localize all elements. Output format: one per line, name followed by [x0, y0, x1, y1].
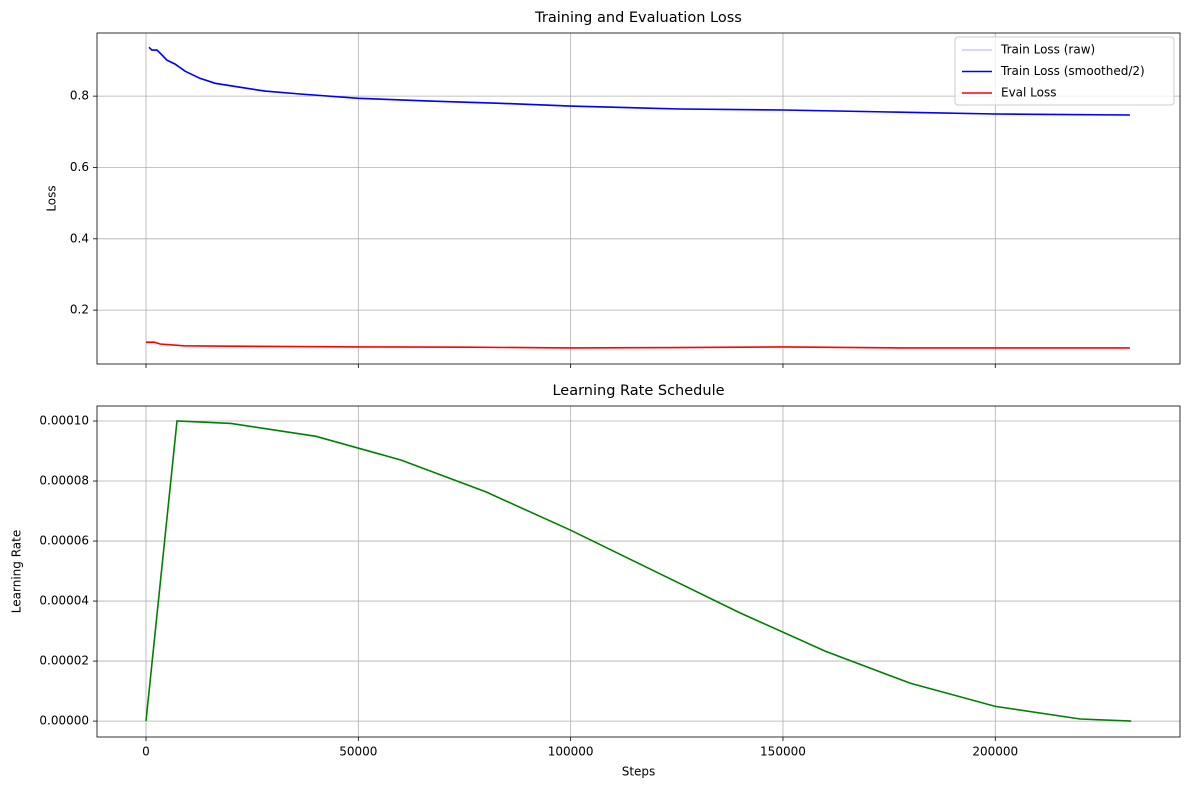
x-tick-label: 0 [142, 745, 150, 759]
series-line [145, 420, 1132, 722]
series-line [146, 341, 1130, 349]
x-tick-label: 50000 [339, 745, 377, 759]
legend: Train Loss (raw) Train Loss (smoothed/2) E… [954, 36, 1175, 106]
y-tick-label: 0.4 [70, 231, 89, 245]
x-axis-label: Steps [622, 765, 656, 779]
y-tick-label: 0.00008 [39, 474, 89, 488]
y-axis-label: Loss [45, 185, 59, 211]
legend-label: Train Loss (smoothed/2) [1000, 64, 1145, 78]
series-line [148, 46, 1130, 116]
y-tick-label: 0.00010 [39, 414, 89, 428]
y-tick-label: 0.6 [70, 160, 89, 174]
y-tick-label: 0.00004 [39, 594, 89, 608]
x-tick-label: 150000 [760, 745, 806, 759]
y-tick-label: 0.2 [70, 303, 89, 317]
y-tick-label: 0.8 [70, 89, 89, 103]
y-tick-label: 0.00006 [39, 534, 89, 548]
x-tick-label: 200000 [972, 745, 1018, 759]
legend-label: Train Loss (raw) [1000, 43, 1095, 57]
legend-label: Eval Loss [1001, 86, 1057, 100]
legend-box [954, 36, 1175, 106]
plot-frame [96, 405, 1181, 738]
x-tick-label: 100000 [548, 745, 594, 759]
y-tick-label: 0.00002 [39, 654, 89, 668]
plot-frame [96, 32, 1181, 365]
chart-title: Learning Rate Schedule [552, 383, 724, 399]
y-axis-label: Learning Rate [10, 530, 24, 613]
chart-title: Training and Evaluation Loss [534, 10, 742, 26]
y-tick-label: 0.00000 [39, 714, 89, 728]
